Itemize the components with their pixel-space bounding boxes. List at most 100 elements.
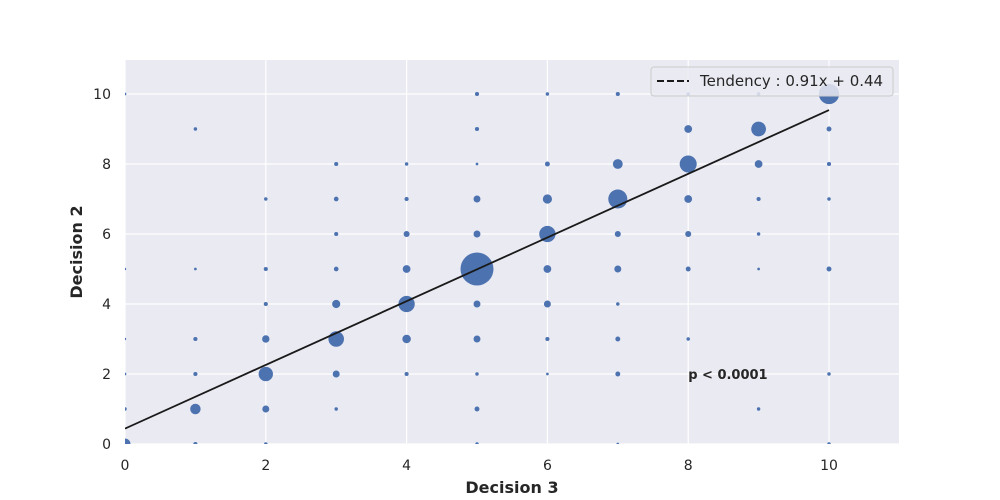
data-point [125, 372, 127, 376]
data-point [751, 121, 766, 137]
data-point [543, 300, 551, 308]
y-tick-label: 4 [102, 297, 111, 313]
data-point [615, 336, 621, 342]
data-point [679, 155, 697, 173]
y-tick-label: 10 [93, 87, 111, 103]
data-point [334, 407, 338, 411]
data-point [539, 225, 556, 243]
data-point [475, 442, 479, 444]
x-tick-label: 10 [820, 458, 838, 474]
data-point [402, 334, 411, 344]
legend-label: Tendency : 0.91x + 0.44 [699, 72, 883, 90]
data-point [757, 267, 760, 271]
y-tick-label: 2 [102, 367, 111, 383]
x-tick-labels: 0 2 4 6 8 10 [121, 458, 838, 474]
p-value-annotation: p < 0.0001 [688, 368, 767, 383]
data-point [614, 230, 621, 238]
x-tick-label: 4 [402, 458, 411, 474]
data-point [684, 125, 693, 133]
data-point [404, 371, 409, 377]
data-point [193, 127, 198, 131]
data-point [262, 335, 270, 343]
data-point [473, 195, 481, 203]
data-point [258, 366, 273, 382]
data-point [685, 230, 692, 238]
data-point [190, 403, 201, 415]
data-point [546, 372, 549, 376]
data-point [125, 337, 127, 341]
data-point [827, 197, 831, 201]
data-point [403, 230, 410, 238]
grid-lines [124, 60, 899, 445]
data-point [333, 196, 339, 202]
data-point [827, 372, 831, 376]
x-tick-label: 8 [684, 458, 693, 474]
data-point [264, 442, 268, 444]
data-point [756, 196, 761, 202]
data-point [334, 231, 339, 237]
data-point [125, 92, 127, 96]
data-point [542, 194, 553, 204]
data-point [684, 195, 693, 203]
data-point [473, 335, 481, 343]
data-point [616, 302, 620, 306]
data-point [473, 230, 481, 238]
data-point [475, 372, 479, 376]
data-point [826, 266, 832, 272]
data-point [826, 126, 832, 132]
data-point [754, 160, 763, 168]
data-point [826, 161, 832, 167]
data-point [827, 442, 831, 444]
data-point [616, 442, 620, 444]
data-point [193, 441, 198, 444]
data-point [125, 267, 127, 271]
data-point [264, 197, 268, 201]
data-point [402, 265, 411, 273]
data-point [404, 196, 409, 202]
data-point [545, 92, 550, 96]
data-point [474, 126, 480, 132]
data-point [612, 159, 623, 169]
data-point [474, 91, 480, 97]
data-point [686, 337, 690, 341]
y-tick-labels: 0 2 4 6 8 10 [93, 87, 111, 453]
data-point [332, 299, 341, 309]
data-point [474, 406, 480, 412]
data-point [544, 161, 550, 167]
data-point [615, 91, 620, 97]
y-axis-label: Decision 2 [67, 205, 86, 298]
trend-line-group [125, 109, 830, 430]
data-point [125, 438, 131, 444]
data-point [756, 407, 761, 411]
data-point [756, 232, 761, 236]
plot-background [125, 60, 899, 444]
legend: Tendency : 0.91x + 0.44 [650, 66, 894, 97]
data-point [193, 371, 198, 377]
data-point [685, 266, 691, 272]
data-point [334, 161, 339, 167]
y-tick-label: 0 [102, 437, 111, 453]
trend-line [125, 109, 830, 430]
y-tick-label: 8 [102, 157, 111, 173]
data-point [543, 265, 552, 273]
data-point [263, 266, 268, 272]
data-point [194, 267, 197, 271]
legend-box [650, 66, 894, 97]
data-point [193, 336, 198, 342]
data-point [332, 370, 340, 378]
data-point [263, 301, 268, 307]
data-point [545, 336, 550, 342]
x-tick-label: 0 [121, 458, 130, 474]
y-tick-label: 6 [102, 227, 111, 243]
data-point [125, 407, 127, 411]
data-point [404, 162, 409, 166]
data-point [614, 265, 622, 273]
x-axis-label: Decision 3 [465, 478, 558, 497]
data-point [475, 162, 479, 166]
data-point [333, 266, 339, 272]
x-tick-label: 6 [543, 458, 552, 474]
data-point [615, 371, 621, 377]
x-tick-label: 2 [261, 458, 270, 474]
